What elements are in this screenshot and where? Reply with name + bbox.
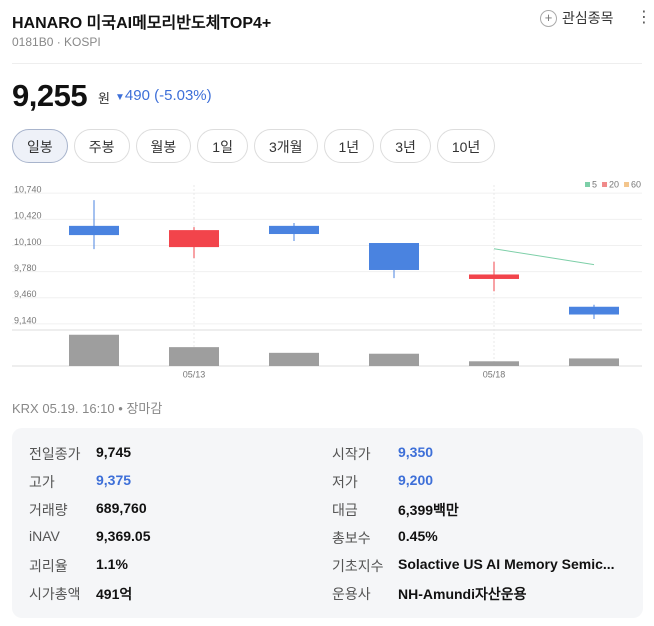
info-label: iNAV [29,528,60,544]
info-value: 9,200 [398,472,434,488]
x-tick-label: 05/18 [483,369,506,379]
info-panel: 전일종가 9,745 시작가 9,350 고가 9,375 저가 9,200 거래량 689,76… [12,428,643,618]
y-tick-label: 9,460 [14,289,37,299]
info-label: 기초지수 [332,558,384,574]
info-label: 괴리율 [29,558,68,574]
time: 05.19. 16:10 [42,401,115,416]
period-tab[interactable]: 1일 [197,129,248,163]
volume-bar [169,347,219,366]
period-tab[interactable]: 3개월 [253,129,318,163]
watch-button[interactable]: + 관심종목 [540,8,614,28]
candle-body [469,274,519,279]
period-tab[interactable]: 일봉 [12,129,68,163]
period-tabs: 일봉 주봉 월봉 1일 3개월 1년 3년 10년 [12,129,496,163]
price-change: ▼490 (-5.03%) [115,87,212,104]
change-rate: (-5.03%) [154,87,212,104]
more-button[interactable]: ⋮ [636,9,652,26]
info-value: 689,760 [96,500,147,516]
period-tab[interactable]: 10년 [436,129,496,163]
legend-label: 5 [592,179,597,189]
info-label: 총보수 [332,530,371,546]
y-tick-label: 10,420 [14,211,42,221]
info-value: 9,369.05 [96,528,151,544]
volume-bar [569,358,619,366]
info-label: 거래량 [29,502,68,518]
legend-label: 20 [609,179,619,189]
status: KRX 05.19. 16:10 • 장마감 [12,401,163,416]
x-tick-label: 05/13 [183,369,206,379]
info-label: 시가총액 [29,586,81,602]
divider [12,63,642,64]
info-value: 9,745 [96,444,132,460]
period-tab[interactable]: 주봉 [73,129,130,163]
info-label: 전일종가 [29,446,81,462]
legend-swatch [602,182,608,187]
legend-swatch [585,182,590,187]
subtitle: 0181B0 · KOSPI [12,35,101,49]
y-tick-label: 10,100 [14,237,42,247]
info-label: 시작가 [332,446,371,462]
info-value: 9,350 [398,444,434,460]
info-value: Solactive US AI Memory Semic... [398,556,615,572]
candle-body [169,230,219,248]
ma-line [493,248,595,266]
price: 9,255 [12,78,88,113]
period-tab[interactable]: 1년 [323,129,375,163]
info-value: 9,375 [96,472,132,488]
info-value: 491억 [96,586,133,602]
change: 490 [124,87,150,104]
info-label: 운용사 [332,586,371,602]
title: HANARO 미국AI메모리반도체TOP4+ [12,15,272,32]
volume-bar [469,361,519,366]
volume-bar [69,334,119,366]
info-value: 0.45% [398,528,438,544]
y-tick-label: 9,780 [14,263,37,273]
volume-bar [269,352,319,366]
period-tab[interactable]: 월봉 [135,129,192,163]
info-label: 저가 [332,474,358,490]
price-unit: 원 [98,91,110,106]
y-tick-label: 9,140 [14,315,37,325]
candle-body [369,243,419,270]
watch-label: 관심종목 [562,10,614,26]
legend-swatch [624,182,630,187]
legend-label: 60 [631,179,641,189]
info-value: 1.1% [96,556,128,572]
code: 0181B0 [12,35,54,49]
candle-body [569,306,619,315]
candle-body [69,225,119,236]
y-tick-label: 10,740 [14,185,42,195]
info-label: 대금 [332,502,358,518]
exchange: KRX [12,401,39,416]
market: KOSPI [64,35,101,49]
period-tab[interactable]: 3년 [380,129,431,163]
chart: 10,740 10,420 10,100 9,780 9,460 9,140 05/13 05… [12,179,642,379]
info-value: NH-Amundi자산운용 [398,586,527,602]
state: 장마감 [126,401,163,416]
volume-bar [369,353,419,366]
candle-body [269,225,319,235]
info-label: 고가 [29,474,55,490]
info-value: 6,399백만 [398,502,459,518]
